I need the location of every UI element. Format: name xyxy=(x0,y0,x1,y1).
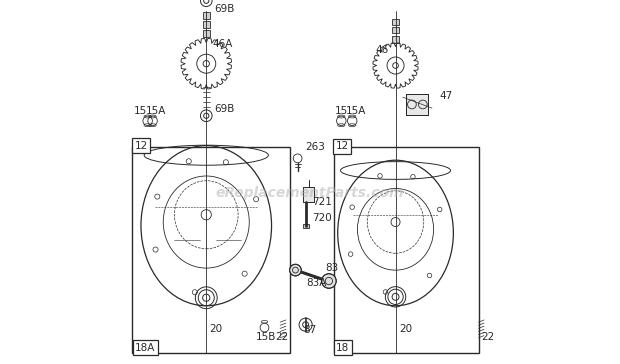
Bar xyxy=(203,30,210,37)
Bar xyxy=(392,19,399,25)
Text: 46A: 46A xyxy=(213,39,233,49)
Text: 69B: 69B xyxy=(215,4,234,14)
Text: 15A: 15A xyxy=(146,106,166,116)
Text: 15: 15 xyxy=(133,106,147,116)
Bar xyxy=(392,36,399,43)
Text: 87: 87 xyxy=(303,325,317,335)
Bar xyxy=(203,12,210,19)
Bar xyxy=(303,224,309,228)
Circle shape xyxy=(322,274,336,288)
Text: 15A: 15A xyxy=(346,106,366,116)
Text: 12: 12 xyxy=(335,141,348,151)
Circle shape xyxy=(290,264,301,276)
Text: 46: 46 xyxy=(376,45,389,55)
Bar xyxy=(392,27,399,33)
Text: eReplacementParts.com: eReplacementParts.com xyxy=(216,186,404,200)
Text: 83A: 83A xyxy=(306,278,327,288)
Text: 263: 263 xyxy=(306,142,326,153)
Text: 20: 20 xyxy=(209,324,223,335)
Text: 22: 22 xyxy=(275,332,289,342)
Text: 20: 20 xyxy=(399,324,412,335)
Bar xyxy=(303,187,314,202)
Text: 18: 18 xyxy=(336,343,350,353)
Text: 83: 83 xyxy=(326,262,339,273)
Bar xyxy=(407,94,428,115)
Text: 720: 720 xyxy=(312,213,332,223)
Text: 22: 22 xyxy=(481,332,494,342)
Bar xyxy=(334,147,479,353)
Bar xyxy=(407,94,428,115)
Bar xyxy=(303,187,314,202)
Text: 721: 721 xyxy=(312,197,332,207)
Text: 69B: 69B xyxy=(215,104,234,114)
Text: 47: 47 xyxy=(439,91,453,102)
Text: 15: 15 xyxy=(334,106,348,116)
Bar xyxy=(131,147,290,353)
Text: 12: 12 xyxy=(135,141,148,151)
Text: 18A: 18A xyxy=(135,343,156,353)
Bar xyxy=(203,21,210,28)
Text: 15B: 15B xyxy=(255,332,276,342)
